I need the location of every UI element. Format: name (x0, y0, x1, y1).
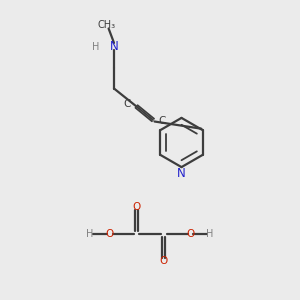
Text: C: C (158, 116, 166, 127)
Text: O: O (105, 229, 114, 239)
Text: H: H (206, 229, 214, 239)
Text: O: O (132, 202, 141, 212)
Text: N: N (177, 167, 186, 180)
Text: H: H (92, 41, 100, 52)
Text: H: H (86, 229, 94, 239)
Text: C: C (124, 99, 131, 109)
Text: N: N (110, 40, 118, 53)
Text: O: O (186, 229, 195, 239)
Text: CH₃: CH₃ (98, 20, 116, 30)
Text: O: O (159, 256, 168, 266)
